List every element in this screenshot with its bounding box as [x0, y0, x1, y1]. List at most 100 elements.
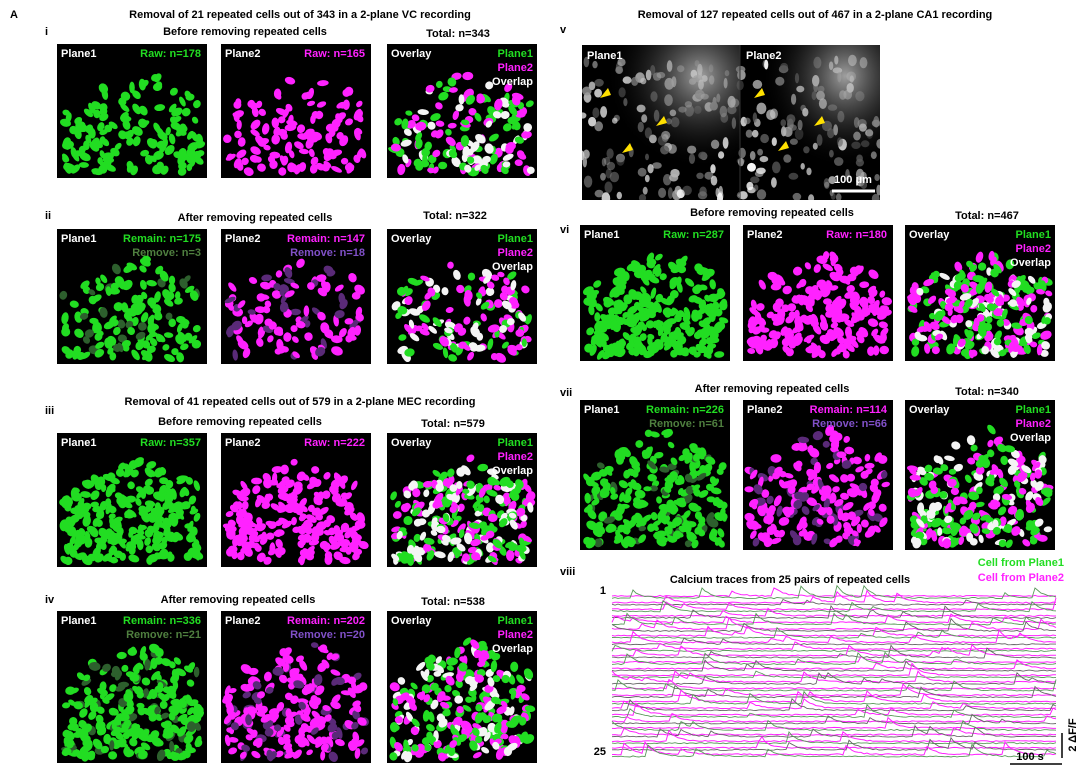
group-total: Total: n=467 — [955, 210, 1019, 222]
overlay-legend: Plane1 — [498, 615, 533, 627]
cell-count: Raw: n=222 — [304, 437, 365, 449]
removed-count: Remove: n=66 — [812, 418, 887, 430]
cell-count: Raw: n=180 — [826, 229, 887, 241]
overlay-legend: Overlap — [492, 465, 533, 477]
trace — [612, 588, 1056, 597]
image-cell — [880, 122, 886, 128]
cell — [506, 721, 517, 728]
overlay-legend: Plane2 — [498, 629, 533, 641]
plane-name: Overlay — [909, 229, 950, 241]
image-cell — [882, 153, 887, 160]
trace — [612, 642, 1056, 650]
group-subtitle: Before removing repeated cells — [158, 416, 322, 428]
trace — [612, 730, 1056, 741]
group-subtitle: Before removing repeated cells — [690, 207, 854, 219]
overlay-legend: Overlap — [1010, 432, 1051, 444]
plane-name: Plane2 — [747, 404, 782, 416]
overlay-legend: Overlap — [492, 76, 533, 88]
cell — [275, 529, 285, 536]
figure: A v Plane1 Plane2 100 μm Removal of 21 r… — [0, 0, 1080, 766]
overlay-legend: Plane1 — [1016, 229, 1051, 241]
trace — [612, 744, 1056, 757]
group-subtitle: Before removing repeated cells — [163, 26, 327, 38]
cell — [506, 550, 514, 561]
plane-name: Plane2 — [225, 48, 260, 60]
group-subtitle: After removing repeated cells — [161, 594, 316, 606]
group-total: Total: n=343 — [426, 28, 490, 40]
plane-name: Plane2 — [746, 50, 781, 62]
figure-label: A — [10, 9, 18, 21]
group-total: Total: n=322 — [423, 210, 487, 222]
image-cell — [883, 157, 888, 165]
cell-count: Remain: n=336 — [123, 615, 201, 627]
image-cell — [884, 91, 893, 102]
plane-name: Plane2 — [747, 229, 782, 241]
overlay-legend: Plane2 — [1016, 418, 1051, 430]
cell-count: Raw: n=178 — [140, 48, 201, 60]
panel-label: ii — [45, 210, 51, 222]
plane-name: Plane1 — [61, 437, 96, 449]
overlay-legend: Plane1 — [1016, 404, 1051, 416]
plane-name: Plane2 — [225, 233, 260, 245]
panel-label: viii — [560, 566, 575, 578]
traces-legend: Cell from Plane2 — [978, 572, 1064, 584]
trace — [612, 703, 1056, 715]
image-cell — [880, 167, 886, 175]
plane-name: Plane1 — [584, 404, 619, 416]
overlay-legend: Plane2 — [1016, 243, 1051, 255]
cell — [420, 160, 430, 167]
overlay-legend: Plane1 — [498, 48, 533, 60]
image-cell — [884, 175, 892, 186]
trace — [612, 606, 1056, 619]
plane-name: Overlay — [391, 437, 432, 449]
cell-count: Remain: n=147 — [287, 233, 365, 245]
image-cell — [893, 109, 899, 117]
plane-name: Overlay — [391, 48, 432, 60]
panel-label: v — [560, 24, 567, 36]
group-total: Total: n=538 — [421, 596, 485, 608]
removed-count: Remove: n=18 — [290, 247, 365, 259]
trace-index: 25 — [594, 746, 606, 758]
trace — [612, 690, 1056, 702]
trace — [612, 638, 1056, 645]
panel-label: iv — [45, 594, 55, 606]
plane-name: Plane1 — [584, 229, 619, 241]
trace — [612, 738, 1056, 751]
removed-count: Remove: n=20 — [290, 629, 365, 641]
plane-name: Overlay — [391, 233, 432, 245]
image-panel — [221, 44, 371, 178]
traces-legend: Cell from Plane1 — [978, 557, 1064, 569]
trace — [612, 630, 1056, 643]
plane-name: Overlay — [909, 404, 950, 416]
plane-name: Plane1 — [61, 48, 96, 60]
cell-count: Remain: n=226 — [646, 404, 724, 416]
image-cell — [892, 104, 900, 115]
plane-name: Plane2 — [225, 615, 260, 627]
cell-count: Raw: n=287 — [663, 229, 724, 241]
plane-name: Plane1 — [61, 233, 96, 245]
plane-name: Overlay — [391, 615, 432, 627]
image-cell — [884, 114, 892, 122]
trace — [612, 737, 1056, 749]
cell — [191, 506, 196, 513]
panel-label: vii — [560, 387, 572, 399]
overlay-legend: Plane1 — [498, 233, 533, 245]
plane-name: Plane2 — [225, 437, 260, 449]
group-total: Total: n=340 — [955, 386, 1019, 398]
plane-name: Plane1 — [587, 50, 622, 62]
group-total: Total: n=579 — [421, 418, 485, 430]
panel-label: iii — [45, 405, 54, 417]
panel-label: vi — [560, 224, 569, 236]
cell — [442, 710, 450, 717]
removed-count: Remove: n=3 — [132, 247, 201, 259]
traces — [612, 586, 1056, 757]
overlay-legend: Plane1 — [498, 437, 533, 449]
image-cell — [884, 144, 892, 151]
cell-count: Remain: n=202 — [287, 615, 365, 627]
overlay-legend: Plane2 — [498, 247, 533, 259]
section-title: Removal of 127 repeated cells out of 467… — [638, 9, 993, 21]
scale-label: 100 μm — [834, 174, 872, 186]
cell-count: Raw: n=357 — [140, 437, 201, 449]
section-title: Removal of 21 repeated cells out of 343 … — [129, 9, 471, 21]
scale-label: 2 ΔF/F — [1067, 718, 1079, 751]
